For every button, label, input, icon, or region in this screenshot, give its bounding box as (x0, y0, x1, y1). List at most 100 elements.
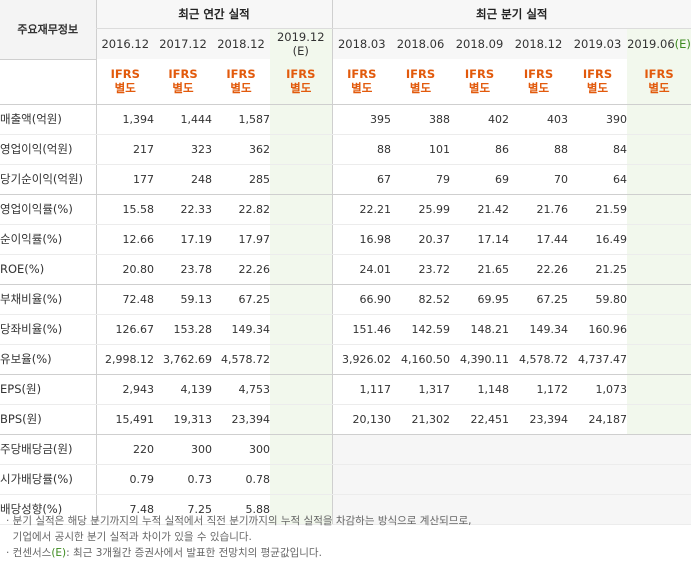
quarter-value-cell (627, 464, 691, 495)
quarter-value-cell: 66.90 (331, 284, 391, 315)
quarter-value-cell: 79 (391, 164, 450, 195)
annual-value-cell: 7.48 (95, 494, 154, 525)
annual-estimate-mark: (E) (292, 44, 309, 58)
quarter-value-cell: 148.21 (450, 314, 509, 345)
quarter-value-cell (331, 434, 391, 465)
quarter-value-cell: 69.95 (450, 284, 509, 315)
quarter-value-cell: 17.14 (450, 224, 509, 255)
annual-value-cell: 177 (95, 164, 154, 195)
quarter-value-cell: 403 (509, 104, 568, 135)
quarter-value-cell: 395 (331, 104, 391, 135)
quarter-value-cell (627, 224, 691, 255)
annual-value-cell (270, 224, 332, 255)
quarter-value-cell: 20.37 (391, 224, 450, 255)
table-row: 영업이익(억원) 217 323 362 88 101 86 88 84 (0, 134, 691, 165)
annual-value-cell: 0.73 (154, 464, 212, 495)
footnote-3-estimate-mark: (E) (51, 547, 67, 559)
quarter-value-cell (627, 164, 691, 195)
annual-value-cell (270, 494, 332, 525)
row-label: 배당성향(%) (0, 494, 96, 525)
annual-value-cell: 248 (154, 164, 212, 195)
quarter-value-cell: 4,737.47 (568, 344, 627, 375)
annual-value-cell: 0.79 (95, 464, 154, 495)
quarter-value-cell: 88 (331, 134, 391, 165)
table-row: 배당성향(%) 7.48 7.25 5.88 (0, 494, 691, 525)
quarter-value-cell (627, 314, 691, 345)
quarter-value-cell: 1,317 (391, 374, 450, 405)
quarter-value-cell: 149.34 (509, 314, 568, 345)
quarter-value-cell: 64 (568, 164, 627, 195)
financial-table: 주요재무정보 최근 연간 실적 최근 분기 실적 2016.12 2017.12… (0, 0, 691, 525)
quarter-value-cell: 160.96 (568, 314, 627, 345)
quarter-value-cell: 86 (450, 134, 509, 165)
annual-value-cell: 285 (212, 164, 270, 195)
annual-value-cell: 300 (212, 434, 270, 465)
annual-value-cell: 153.28 (154, 314, 212, 345)
quarter-value-cell (627, 344, 691, 375)
quarter-value-cell (627, 134, 691, 165)
annual-value-cell: 300 (154, 434, 212, 465)
table-row: BPS(원) 15,491 19,313 23,394 20,130 21,302 22,4… (0, 404, 691, 435)
quarter-value-cell: 67.25 (509, 284, 568, 315)
quarter-value-cell: 142.59 (391, 314, 450, 345)
table-row: 순이익률(%) 12.66 17.19 17.97 16.98 20.37 17.14 17.… (0, 224, 691, 255)
quarter-value-cell: 1,073 (568, 374, 627, 405)
quarter-value-cell (331, 464, 391, 495)
row-header-label: 주요재무정보 (0, 0, 96, 60)
annual-period-3-estimate: 2019.12 (E) (270, 28, 332, 59)
annual-value-cell: 4,139 (154, 374, 212, 405)
quarter-period-4: 2019.03 (568, 28, 627, 59)
annual-value-cell (270, 374, 332, 405)
table-row: 영업이익률(%) 15.58 22.33 22.82 22.21 25.99 21.42 21… (0, 194, 691, 225)
quarter-value-cell (568, 464, 627, 495)
quarter-value-cell (509, 434, 568, 465)
quarter-value-cell: 4,578.72 (509, 344, 568, 375)
annual-value-cell: 1,587 (212, 104, 270, 135)
annual-value-cell (270, 194, 332, 225)
quarter-value-cell: 3,926.02 (331, 344, 391, 375)
annual-value-cell: 3,762.69 (154, 344, 212, 375)
row-label: 당좌비율(%) (0, 314, 96, 345)
table-row: 매출액(억원) 1,394 1,444 1,587 395 388 402 403 390 (0, 104, 691, 135)
quarter-value-cell: 21.25 (568, 254, 627, 285)
quarter-value-cell: 17.44 (509, 224, 568, 255)
row-label: 시가배당률(%) (0, 464, 96, 495)
quarter-value-cell (568, 434, 627, 465)
row-label: 당기순이익(억원) (0, 164, 96, 195)
annual-value-cell (270, 314, 332, 345)
table-row: 부채비율(%) 72.48 59.13 67.25 66.90 82.52 69.95 67.… (0, 284, 691, 315)
table-row: 시가배당률(%) 0.79 0.73 0.78 (0, 464, 691, 495)
quarter-period-5-estimate: 2019.06(E) (627, 28, 691, 59)
annual-value-cell (270, 284, 332, 315)
quarter-value-cell (391, 434, 450, 465)
quarter-value-cell (509, 494, 568, 525)
quarter-value-cell: 25.99 (391, 194, 450, 225)
ifrs-cell: IFRS 별도 (627, 59, 691, 105)
quarter-value-cell: 21.42 (450, 194, 509, 225)
footnote-3: · 컨센서스(E): 최근 3개월간 증권사에서 발표한 전망치의 평균값입니다… (6, 545, 686, 561)
annual-period-2: 2018.12 (212, 28, 270, 59)
row-label: 주당배당금(원) (0, 434, 96, 465)
quarter-value-cell (391, 494, 450, 525)
annual-value-cell: 126.67 (95, 314, 154, 345)
quarter-value-cell (627, 404, 691, 435)
annual-value-cell (270, 344, 332, 375)
annual-value-cell (270, 104, 332, 135)
annual-value-cell: 217 (95, 134, 154, 165)
footnote-3-suffix: : 최근 3개월간 증권사에서 발표한 전망치의 평균값입니다. (66, 547, 322, 559)
quarter-value-cell: 101 (391, 134, 450, 165)
ifrs-cell: IFRS 별도 (95, 59, 154, 105)
annual-value-cell: 1,394 (95, 104, 154, 135)
quarter-value-cell (391, 464, 450, 495)
row-label: 영업이익률(%) (0, 194, 96, 225)
annual-value-cell (270, 464, 332, 495)
table-row: 당기순이익(억원) 177 248 285 67 79 69 70 64 (0, 164, 691, 195)
annual-value-cell: 7.25 (154, 494, 212, 525)
annual-group-title: 최근 연간 실적 (95, 0, 332, 29)
annual-value-cell (270, 404, 332, 435)
annual-value-cell: 12.66 (95, 224, 154, 255)
ifrs-cell: IFRS 별도 (568, 59, 627, 105)
quarter-value-cell: 16.49 (568, 224, 627, 255)
ifrs-cell: IFRS 별도 (331, 59, 391, 105)
annual-value-cell: 22.82 (212, 194, 270, 225)
